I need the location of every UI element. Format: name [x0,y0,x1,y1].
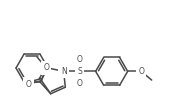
Text: O: O [26,80,31,89]
Text: N: N [61,67,67,76]
Text: O: O [138,67,144,76]
Text: O: O [77,79,83,88]
Text: S: S [77,67,82,76]
Text: O: O [77,55,83,64]
Text: O: O [43,63,49,72]
